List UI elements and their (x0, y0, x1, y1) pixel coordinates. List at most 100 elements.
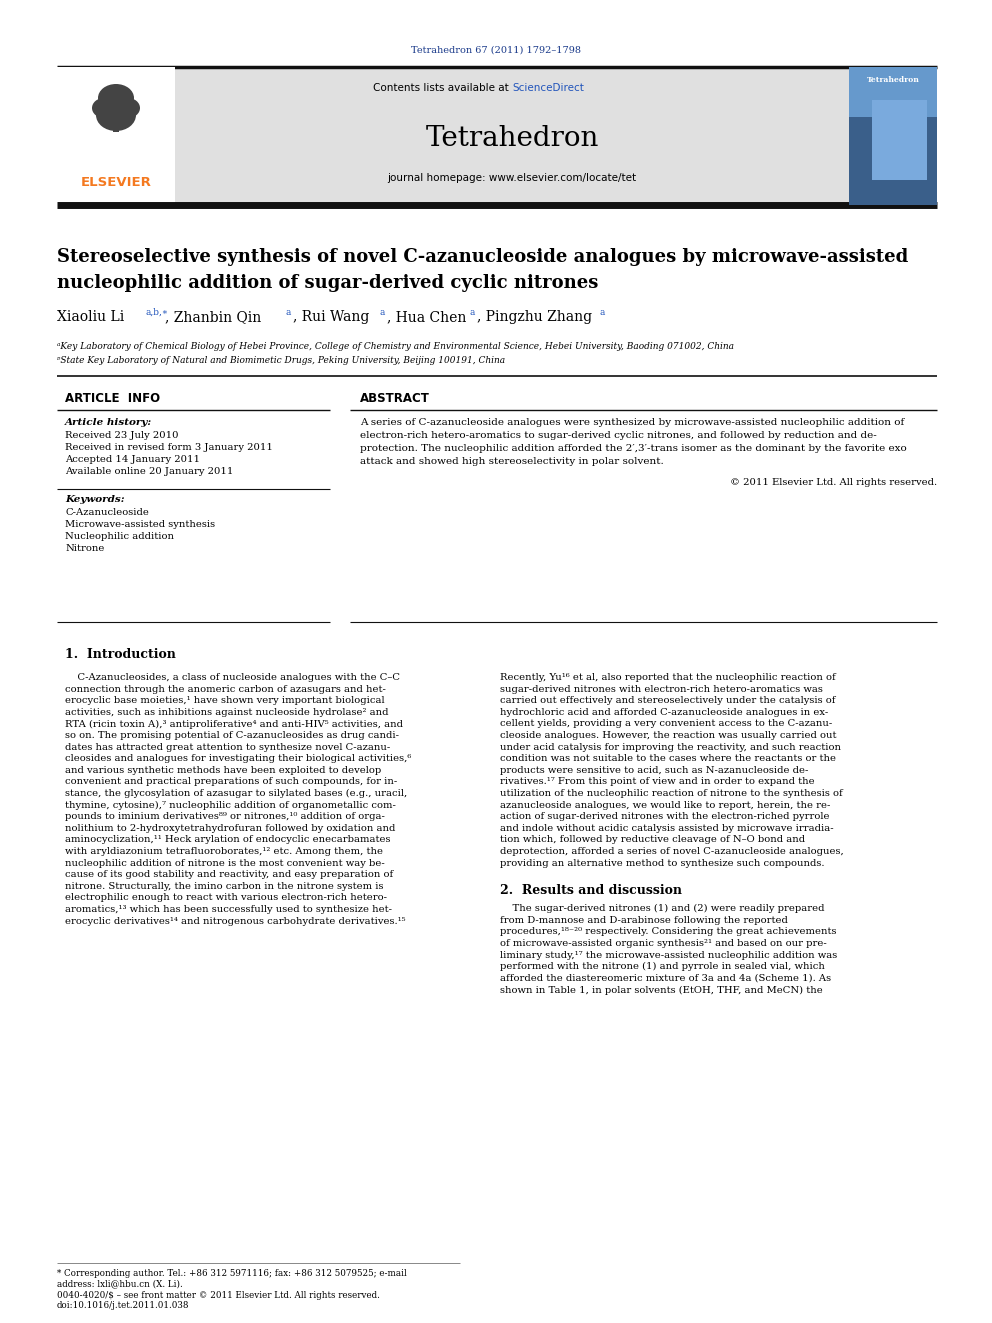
Text: afforded the diastereomeric mixture of 3a and 4a (Scheme 1). As: afforded the diastereomeric mixture of 3… (500, 974, 831, 983)
Text: deprotection, afforded a series of novel C-azanucleoside analogues,: deprotection, afforded a series of novel… (500, 847, 844, 856)
Ellipse shape (92, 98, 116, 118)
Text: so on. The promising potential of C-azanucleosides as drug candi-: so on. The promising potential of C-azan… (65, 732, 399, 740)
Text: shown in Table 1, in polar solvents (EtOH, THF, and MeCN) the: shown in Table 1, in polar solvents (EtO… (500, 986, 822, 995)
Text: Stereoselective synthesis of novel C-azanucleoside analogues by microwave-assist: Stereoselective synthesis of novel C-aza… (57, 247, 909, 266)
Text: utilization of the nucleophilic reaction of nitrone to the synthesis of: utilization of the nucleophilic reaction… (500, 789, 843, 798)
Text: rivatives.¹⁷ From this point of view and in order to expand the: rivatives.¹⁷ From this point of view and… (500, 778, 814, 786)
Text: cause of its good stability and reactivity, and easy preparation of: cause of its good stability and reactivi… (65, 871, 393, 880)
Text: liminary study,¹⁷ the microwave-assisted nucleophilic addition was: liminary study,¹⁷ the microwave-assisted… (500, 951, 837, 959)
Text: ARTICLE  INFO: ARTICLE INFO (65, 392, 160, 405)
Text: erocyclic base moieties,¹ have shown very important biological: erocyclic base moieties,¹ have shown ver… (65, 696, 385, 705)
Text: Tetrahedron: Tetrahedron (426, 124, 599, 152)
Text: ᵃKey Laboratory of Chemical Biology of Hebei Province, College of Chemistry and : ᵃKey Laboratory of Chemical Biology of H… (57, 343, 734, 351)
Text: carried out effectively and stereoselectively under the catalysis of: carried out effectively and stereoselect… (500, 696, 835, 705)
Text: Nucleophilic addition: Nucleophilic addition (65, 532, 174, 541)
Text: ABSTRACT: ABSTRACT (360, 392, 430, 405)
Text: ScienceDirect: ScienceDirect (512, 83, 584, 93)
Text: erocyclic derivatives¹⁴ and nitrogenous carbohydrate derivatives.¹⁵: erocyclic derivatives¹⁴ and nitrogenous … (65, 917, 406, 926)
Text: cleosides and analogues for investigating their biological activities,⁶: cleosides and analogues for investigatin… (65, 754, 412, 763)
Text: cellent yields, providing a very convenient access to the C-azanu-: cellent yields, providing a very conveni… (500, 720, 832, 729)
Text: Xiaoliu Li: Xiaoliu Li (57, 310, 124, 324)
Text: activities, such as inhibitions against nucleoside hydrolase² and: activities, such as inhibitions against … (65, 708, 389, 717)
Text: 2.  Results and discussion: 2. Results and discussion (500, 884, 682, 897)
Text: Contents lists available at: Contents lists available at (373, 83, 512, 93)
Text: Microwave-assisted synthesis: Microwave-assisted synthesis (65, 520, 215, 529)
Text: Nitrone: Nitrone (65, 544, 104, 553)
Text: Keywords:: Keywords: (65, 495, 125, 504)
Text: ᵄState Key Laboratory of Natural and Biomimetic Drugs, Peking University, Beijin: ᵄState Key Laboratory of Natural and Bio… (57, 356, 505, 365)
Text: Accepted 14 January 2011: Accepted 14 January 2011 (65, 455, 200, 464)
Text: A series of C-azanucleoside analogues were synthesized by microwave-assisted nuc: A series of C-azanucleoside analogues we… (360, 418, 905, 427)
Text: thymine, cytosine),⁷ nucleophilic addition of organometallic com-: thymine, cytosine),⁷ nucleophilic additi… (65, 800, 396, 810)
Text: with aryldiazonium tetrafluoroborates,¹² etc. Among them, the: with aryldiazonium tetrafluoroborates,¹²… (65, 847, 383, 856)
Bar (113, 120, 119, 132)
Text: The sugar-derived nitrones (1) and (2) were readily prepared: The sugar-derived nitrones (1) and (2) w… (500, 904, 824, 913)
Text: nucleophilic addition of nitrone is the most convenient way be-: nucleophilic addition of nitrone is the … (65, 859, 385, 868)
Text: hydrochloric acid and afforded C-azanucleoside analogues in ex-: hydrochloric acid and afforded C-azanucl… (500, 708, 828, 717)
Text: of microwave-assisted organic synthesis²¹ and based on our pre-: of microwave-assisted organic synthesis²… (500, 939, 826, 949)
Text: a: a (379, 308, 384, 318)
Text: connection through the anomeric carbon of azasugars and het-: connection through the anomeric carbon o… (65, 684, 386, 693)
Text: Received 23 July 2010: Received 23 July 2010 (65, 431, 179, 441)
Text: Available online 20 January 2011: Available online 20 January 2011 (65, 467, 233, 476)
Text: a,b,∗: a,b,∗ (145, 308, 168, 318)
Text: cleoside analogues. However, the reaction was usually carried out: cleoside analogues. However, the reactio… (500, 732, 836, 740)
Text: , Hua Chen: , Hua Chen (387, 310, 466, 324)
Text: RTA (ricin toxin A),³ antiproliferative⁴ and anti-HIV⁵ activities, and: RTA (ricin toxin A),³ antiproliferative⁴… (65, 720, 403, 729)
Text: sugar-derived nitrones with electron-rich hetero-aromatics was: sugar-derived nitrones with electron-ric… (500, 684, 823, 693)
Text: electron-rich hetero-aromatics to sugar-derived cyclic nitrones, and followed by: electron-rich hetero-aromatics to sugar-… (360, 431, 877, 441)
Bar (872, 101, 927, 180)
Text: address: lxli@hbu.cn (X. Li).: address: lxli@hbu.cn (X. Li). (57, 1279, 183, 1289)
Text: and various synthetic methods have been exploited to develop: and various synthetic methods have been … (65, 766, 381, 775)
Bar (849, 67, 937, 116)
Text: azanucleoside analogues, we would like to report, herein, the re-: azanucleoside analogues, we would like t… (500, 800, 830, 810)
Text: dates has attracted great attention to synthesize novel C-azanu-: dates has attracted great attention to s… (65, 742, 390, 751)
Text: from D-mannose and D-arabinose following the reported: from D-mannose and D-arabinose following… (500, 916, 788, 925)
Text: Recently, Yu¹⁶ et al, also reported that the nucleophilic reaction of: Recently, Yu¹⁶ et al, also reported that… (500, 673, 835, 681)
Text: convenient and practical preparations of such compounds, for in-: convenient and practical preparations of… (65, 778, 397, 786)
Bar (57, 67, 937, 205)
Text: 0040-4020/$ – see front matter © 2011 Elsevier Ltd. All rights reserved.: 0040-4020/$ – see front matter © 2011 El… (57, 1291, 380, 1301)
Text: * Corresponding author. Tel.: +86 312 5971116; fax: +86 312 5079525; e-mail: * Corresponding author. Tel.: +86 312 59… (57, 1269, 407, 1278)
Text: , Zhanbin Qin: , Zhanbin Qin (165, 310, 261, 324)
Text: tion which, followed by reductive cleavage of N–O bond and: tion which, followed by reductive cleava… (500, 835, 806, 844)
Text: a: a (600, 308, 605, 318)
Text: , Pingzhu Zhang: , Pingzhu Zhang (477, 310, 592, 324)
Text: condition was not suitable to the cases where the reactants or the: condition was not suitable to the cases … (500, 754, 836, 763)
Ellipse shape (116, 98, 140, 118)
Text: doi:10.1016/j.tet.2011.01.038: doi:10.1016/j.tet.2011.01.038 (57, 1301, 189, 1310)
Text: , Rui Wang: , Rui Wang (293, 310, 369, 324)
Text: a: a (285, 308, 291, 318)
Text: protection. The nucleophilic addition afforded the 2′,3′-trans isomer as the dom: protection. The nucleophilic addition af… (360, 445, 907, 452)
Text: Received in revised form 3 January 2011: Received in revised form 3 January 2011 (65, 443, 273, 452)
Text: products were sensitive to acid, such as N-azanucleoside de-: products were sensitive to acid, such as… (500, 766, 808, 775)
Ellipse shape (98, 83, 134, 112)
Text: aminocyclization,¹¹ Heck arylation of endocyclic enecarbamates: aminocyclization,¹¹ Heck arylation of en… (65, 835, 391, 844)
Ellipse shape (96, 99, 136, 131)
Bar (849, 116, 937, 205)
Text: pounds to iminium derivatives⁸⁹ or nitrones,¹⁰ addition of orga-: pounds to iminium derivatives⁸⁹ or nitro… (65, 812, 385, 822)
Text: under acid catalysis for improving the reactivity, and such reaction: under acid catalysis for improving the r… (500, 742, 841, 751)
Text: 1.  Introduction: 1. Introduction (65, 648, 176, 662)
Text: and indole without acidic catalysis assisted by microwave irradia-: and indole without acidic catalysis assi… (500, 824, 833, 832)
Text: nitrone. Structurally, the imino carbon in the nitrone system is: nitrone. Structurally, the imino carbon … (65, 882, 384, 890)
Text: stance, the glycosylation of azasugar to silylated bases (e.g., uracil,: stance, the glycosylation of azasugar to… (65, 789, 408, 798)
Text: electrophilic enough to react with various electron-rich hetero-: electrophilic enough to react with vario… (65, 893, 387, 902)
Bar (57, 67, 175, 205)
Text: Article history:: Article history: (65, 418, 152, 427)
Text: C-Azanucleoside: C-Azanucleoside (65, 508, 149, 517)
Text: Tetrahedron: Tetrahedron (867, 75, 920, 83)
Text: © 2011 Elsevier Ltd. All rights reserved.: © 2011 Elsevier Ltd. All rights reserved… (730, 478, 937, 487)
Text: journal homepage: www.elsevier.com/locate/tet: journal homepage: www.elsevier.com/locat… (388, 173, 637, 183)
Text: procedures,¹⁸⁻²⁰ respectively. Considering the great achievements: procedures,¹⁸⁻²⁰ respectively. Consideri… (500, 927, 836, 937)
Text: attack and showed high stereoselectivity in polar solvent.: attack and showed high stereoselectivity… (360, 456, 664, 466)
Bar (849, 67, 937, 205)
Text: action of sugar-derived nitrones with the electron-riched pyrrole: action of sugar-derived nitrones with th… (500, 812, 829, 822)
Text: nucleophilic addition of sugar-derived cyclic nitrones: nucleophilic addition of sugar-derived c… (57, 274, 598, 292)
Text: a: a (469, 308, 474, 318)
Text: nolithium to 2-hydroxytetrahydrofuran followed by oxidation and: nolithium to 2-hydroxytetrahydrofuran fo… (65, 824, 396, 832)
Text: ELSEVIER: ELSEVIER (80, 176, 152, 188)
Text: C-Azanucleosides, a class of nucleoside analogues with the C–C: C-Azanucleosides, a class of nucleoside … (65, 673, 400, 681)
Text: aromatics,¹³ which has been successfully used to synthesize het-: aromatics,¹³ which has been successfully… (65, 905, 392, 914)
Text: performed with the nitrone (1) and pyrrole in sealed vial, which: performed with the nitrone (1) and pyrro… (500, 962, 825, 971)
